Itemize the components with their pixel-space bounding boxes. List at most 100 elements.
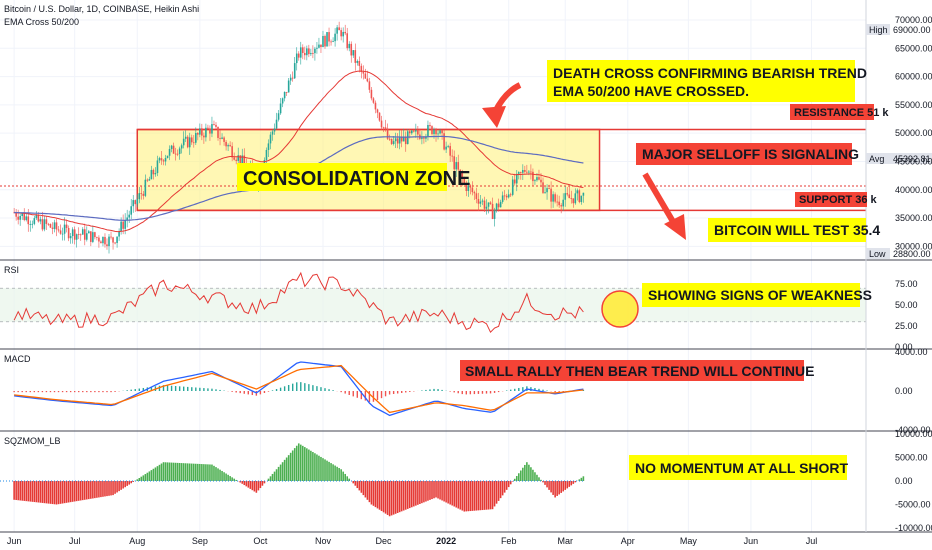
candle-body [427,125,429,137]
candle-body [144,179,147,196]
candle-body [148,179,151,181]
candle-body [94,232,96,238]
candle-body [417,130,419,135]
candle-body [199,128,201,135]
candle-body [291,77,294,79]
candle-body [526,171,528,173]
candle-body [178,148,181,154]
candle-body [342,31,344,37]
svg-text:69000.00: 69000.00 [893,25,931,35]
candle-body [378,112,381,121]
candle-body [207,127,209,129]
price-tick-label: 35000.00 [895,213,932,223]
candle-body [182,138,185,146]
candle-body [511,179,514,195]
candle-body [267,143,270,150]
candle-body [197,133,199,135]
candle-body [31,223,34,225]
candle-body [17,216,19,220]
x-tick-label: Jul [69,536,81,546]
candle-body [100,241,102,244]
candle-body [37,214,40,222]
sqz-tick-label: -10000.00 [895,523,932,533]
candle-body [528,171,530,173]
candle-body [572,198,575,204]
candle-body [239,155,242,165]
candle-body [168,148,171,156]
macd-tick-label: 4000.00 [895,347,928,357]
macd-panel [13,361,585,417]
macd-tick-label: 0.00 [895,386,913,396]
candle-body [415,130,417,132]
candle-body [532,171,534,182]
candle-body [96,237,98,238]
candle-body [190,137,193,143]
candle-body [106,244,108,247]
candle-body [61,233,64,235]
candle-body [55,222,58,230]
bitcoin-test-callout: BITCOIN WILL TEST 35.4 [708,218,880,242]
candle-body [451,155,453,157]
avg-tag: Avg 45392.81 [866,153,932,164]
candle-body [481,200,484,202]
candle-body [443,133,445,150]
candle-body [221,137,223,139]
candle-body [43,219,46,230]
candle-body [287,80,290,93]
candle-body [366,78,369,82]
candle-body [116,236,118,243]
candle-body [546,188,548,193]
candle-body [53,222,56,229]
candle-body [314,48,316,54]
candle-body [29,224,32,225]
candle-body [59,230,62,234]
candle-body [475,193,478,200]
candle-body [398,137,401,144]
rsi-tick-label: 75.00 [895,279,918,289]
candle-body [209,128,211,134]
rsi-tick-label: 50.00 [895,300,918,310]
price-tick-label: 50000.00 [895,128,932,138]
candle-body [229,145,231,147]
candle-body [83,229,86,240]
candle-body [132,200,135,207]
sqz-tick-label: 5000.00 [895,453,928,463]
candle-body [142,193,145,196]
candle-body [271,131,274,135]
candle-body [560,205,562,207]
x-tick-label: Nov [315,536,332,546]
candle-body [570,198,573,199]
consolidation-label: CONSOLIDATION ZONE [237,163,470,191]
candle-body [556,201,558,203]
candle-body [279,103,282,114]
candle-body [304,52,306,56]
candle-body [505,195,508,198]
candle-body [118,231,120,237]
candle-body [344,31,346,34]
x-tick-label: May [680,536,698,546]
candle-body [576,190,579,194]
candle-body [348,43,351,49]
death-cross-callout: DEATH CROSS CONFIRMING BEARISH TREND EMA… [547,60,867,102]
candle-body [354,50,357,63]
candle-body [295,53,298,64]
candle-body [90,231,92,242]
candle-body [455,162,458,170]
candle-body [203,135,205,138]
x-tick-label: Aug [129,536,145,546]
candle-body [47,223,50,225]
weakness-callout: SHOWING SIGNS OF WEAKNESS [642,283,872,307]
candle-body [51,227,54,229]
candle-body [513,179,516,184]
candle-body [364,73,367,79]
candle-body [534,180,536,182]
rsi-tick-label: 0.00 [895,342,913,352]
indicator-label: EMA Cross 50/200 [4,17,79,27]
candle-body [441,130,443,134]
candle-body [166,155,169,159]
candle-body [122,221,124,229]
candle-body [49,224,52,228]
candle-body [554,194,556,202]
candle-body [493,210,496,219]
